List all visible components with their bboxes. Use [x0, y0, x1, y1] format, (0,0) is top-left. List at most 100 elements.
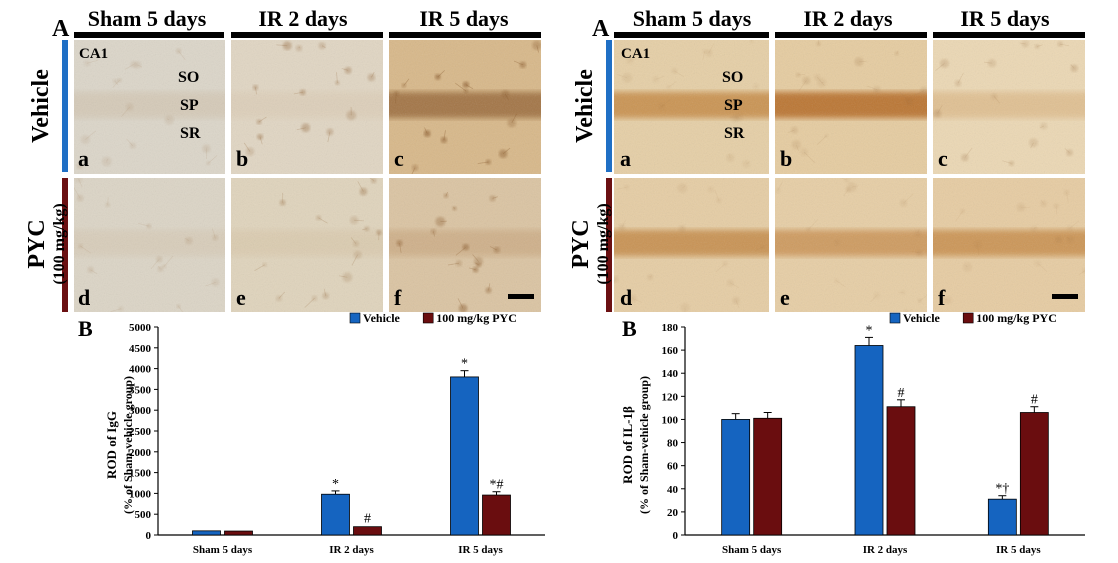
y-tick-label: 0: [146, 530, 152, 542]
micrograph-tile: [775, 40, 927, 174]
bar-pyc: [224, 530, 253, 536]
y-tick-label: 60: [667, 461, 679, 473]
image-letter: b: [236, 146, 248, 171]
image-letter: a: [620, 146, 631, 171]
row-label-pyc: PYC: [24, 219, 50, 268]
bar-vehicle: [321, 493, 350, 536]
significance-mark: #: [364, 512, 371, 527]
pyc-row-bar: [62, 178, 68, 312]
y-tick-label: 40: [667, 484, 679, 496]
row-label-vehicle: Vehicle: [572, 69, 598, 143]
micrograph-tile: [389, 40, 541, 174]
panel-letter-a: A: [52, 16, 70, 42]
x-tick-label: IR 2 days: [863, 544, 908, 556]
significance-mark: #: [1031, 393, 1038, 408]
header-rule: [775, 32, 927, 38]
row-label-vehicle: Vehicle: [28, 69, 54, 143]
layer-label-sp: SP: [724, 97, 743, 114]
image-letter: e: [780, 285, 790, 310]
legend-label: Vehicle: [903, 311, 941, 325]
vehicle-row-bar: [62, 40, 68, 172]
y-tick-label: 80: [667, 438, 679, 450]
y-tick-label: 1000: [129, 488, 152, 500]
y-tick-label: 2500: [129, 426, 152, 438]
image-letter: d: [620, 285, 632, 310]
y-tick-label: 500: [135, 509, 152, 521]
y-tick-label: 1500: [129, 468, 152, 480]
column-header-sham: Sham 5 days: [88, 6, 207, 31]
image-letter: c: [938, 146, 948, 171]
row-label-dose: (100 mg/kg): [595, 203, 612, 284]
y-tick-label: 2000: [129, 447, 152, 459]
y-tick-label: 5000: [129, 322, 152, 334]
micrograph-tile: [775, 178, 927, 312]
image-letter: a: [78, 146, 89, 171]
chart-igg: B ROD of IgG (% of Sham-vehicle group) 0…: [78, 311, 545, 556]
image-letter: c: [394, 146, 404, 171]
bar-vehicle: [854, 345, 884, 536]
micrograph-tile: [933, 40, 1085, 174]
bar-vehicle: [987, 498, 1017, 536]
y-axis-label: ROD of IgG: [104, 411, 119, 479]
micrograph-tile: [74, 40, 225, 174]
header-rule: [614, 32, 769, 38]
vehicle-row-bar: [606, 40, 612, 172]
legend-label: Vehicle: [363, 311, 401, 325]
layer-label-sp: SP: [180, 97, 199, 114]
micrograph-tile: [231, 40, 383, 174]
bar-vehicle: [192, 530, 221, 536]
significance-mark: *†: [995, 482, 1009, 497]
bar-pyc: [753, 417, 783, 536]
y-tick-label: 120: [662, 391, 679, 403]
significance-mark: #: [898, 386, 905, 401]
legend-swatch: [349, 312, 361, 324]
image-letter: e: [236, 285, 246, 310]
chart-panel-letter: B: [78, 316, 93, 341]
layer-label-so: SO: [178, 69, 199, 86]
x-tick-label: IR 5 days: [996, 544, 1041, 556]
region-label: CA1: [79, 46, 108, 62]
y-tick-label: 4500: [129, 343, 152, 355]
row-label-pyc: PYC: [568, 219, 594, 268]
scale-bar: [508, 294, 534, 299]
y-tick-label: 180: [662, 322, 679, 334]
column-header-sham: Sham 5 days: [633, 6, 752, 31]
panel-letter-a: A: [592, 16, 610, 42]
image-letter: f: [394, 285, 402, 310]
x-tick-label: IR 5 days: [458, 544, 503, 556]
header-rule: [231, 32, 383, 38]
layer-label-sr: SR: [724, 125, 745, 142]
pyc-row-bar: [606, 178, 612, 312]
significance-mark: *: [332, 477, 339, 492]
header-rule: [74, 32, 224, 38]
y-tick-label: 0: [673, 530, 679, 542]
column-header-ir5: IR 5 days: [419, 6, 509, 31]
x-tick-label: Sham 5 days: [722, 544, 782, 556]
layer-label-so: SO: [722, 69, 743, 86]
y-tick-label: 3500: [129, 384, 152, 396]
bar-vehicle: [450, 376, 479, 536]
significance-mark: *: [461, 357, 468, 372]
chart-il1b: B ROD of IL-1β (% of Sham-vehicle group)…: [620, 311, 1085, 556]
x-tick-label: Sham 5 days: [193, 544, 253, 556]
significance-mark: *: [866, 323, 873, 338]
panel-a-igg: A Sham 5 days IR 2 days IR 5 days Vehicl…: [24, 6, 541, 312]
scale-bar: [1052, 294, 1078, 299]
y-tick-label: 4000: [129, 364, 152, 376]
legend-label: 100 mg/kg PYC: [976, 311, 1057, 325]
y-axis-label: ROD of IL-1β: [620, 406, 635, 484]
header-rule: [933, 32, 1085, 38]
micrograph-tile: [614, 178, 769, 312]
header-rule: [389, 32, 541, 38]
legend: Vehicle 100 mg/kg PYC: [349, 311, 517, 325]
micrograph-tile: [933, 178, 1085, 312]
axes: 0 20 40 60 80 100 120 140 160 180 Sham 5 days IR 2 …: [662, 322, 1085, 556]
column-header-ir5: IR 5 days: [960, 6, 1050, 31]
chart-panel-letter: B: [622, 316, 637, 341]
legend-label: 100 mg/kg PYC: [436, 311, 517, 325]
legend-swatch: [962, 312, 974, 324]
y-axis-sublabel: (% of Sham-vehicle group): [121, 376, 135, 514]
bar-pyc: [482, 494, 511, 536]
bar-pyc: [353, 526, 382, 536]
bar-pyc: [886, 406, 916, 536]
